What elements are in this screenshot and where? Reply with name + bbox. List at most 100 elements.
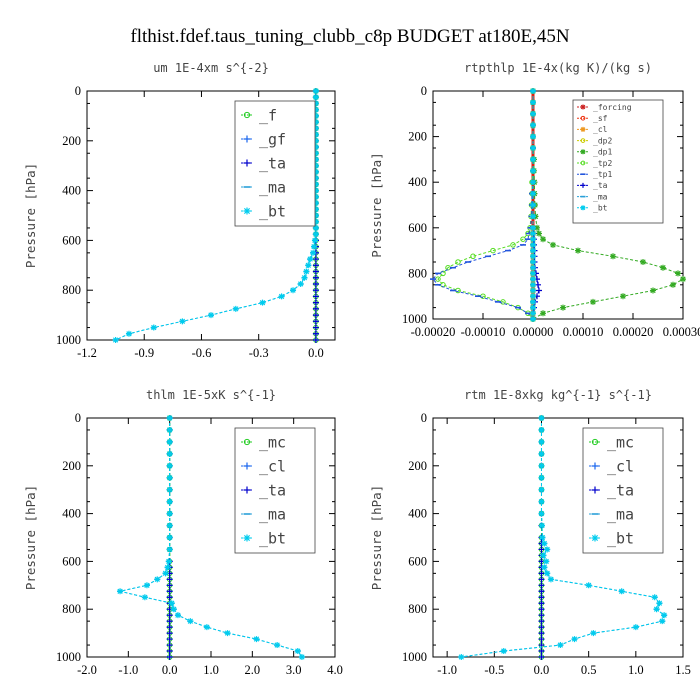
data-point: [530, 179, 536, 186]
data-point: [166, 415, 173, 421]
data-point: [530, 247, 536, 254]
data-point: [312, 231, 319, 238]
y-tick-label: 200: [408, 130, 427, 144]
data-point: [530, 230, 536, 237]
data-point: [312, 280, 319, 287]
data-point: [232, 305, 239, 312]
x-tick-label: -2.0: [77, 663, 97, 677]
legend-marker: [580, 126, 586, 132]
data-point: [538, 415, 545, 421]
series-tp2: [435, 88, 536, 322]
data-point: [166, 654, 173, 660]
data-point: [312, 312, 319, 319]
data-point: [166, 594, 173, 601]
legend-label: _ma: [259, 178, 286, 196]
data-point: [538, 606, 545, 613]
data-point: [530, 110, 536, 117]
data-point: [143, 582, 150, 589]
legend-marker: [580, 138, 586, 143]
panel-title: thlm 1E-5xK s^{-1}: [146, 388, 276, 402]
legend-label: _bt: [259, 529, 286, 547]
x-tick-label: 0.00020: [613, 325, 654, 339]
data-point: [539, 534, 546, 541]
data-point: [312, 125, 319, 132]
data-point: [166, 438, 173, 445]
data-point: [538, 648, 545, 655]
data-point: [680, 276, 686, 283]
legend-label: _ma: [607, 505, 634, 523]
data-point: [530, 304, 536, 311]
data-point: [312, 324, 319, 331]
legend-marker: [591, 486, 599, 494]
x-tick-label: 0.5: [581, 663, 597, 677]
legend-label: _sf: [593, 114, 608, 123]
y-tick-label: 600: [62, 554, 81, 568]
panel-title: rtm 1E-8xkg kg^{-1} s^{-1}: [464, 388, 652, 402]
data-point: [312, 168, 319, 175]
data-point: [278, 293, 285, 300]
x-tick-label: 0.00030: [663, 325, 700, 339]
series-bt: [112, 88, 319, 343]
data-point: [530, 276, 536, 283]
legend-label: _gf: [259, 130, 286, 148]
data-point: [543, 558, 550, 565]
legend-label: _dp2: [593, 136, 612, 145]
data-point: [650, 287, 656, 294]
data-point: [530, 298, 536, 305]
panel-title: um 1E-4xm s^{-2}: [153, 61, 269, 75]
data-point: [530, 202, 536, 208]
data-point: [312, 150, 319, 157]
data-point: [538, 600, 545, 607]
data-point: [541, 564, 548, 571]
data-point: [290, 287, 297, 294]
data-point: [166, 510, 173, 517]
y-tick-label: 400: [408, 175, 427, 189]
y-tick-label: 400: [62, 507, 81, 521]
data-point: [530, 190, 536, 197]
data-point: [538, 486, 545, 493]
data-point: [541, 540, 548, 547]
data-point: [530, 156, 536, 163]
data-point: [312, 119, 319, 126]
data-point: [530, 213, 536, 220]
data-point: [166, 618, 173, 625]
legend-marker: [243, 135, 251, 143]
legend: _f _gf _ta _ma _bt: [234, 100, 316, 227]
y-tick-label: 600: [62, 233, 81, 247]
data-point: [544, 546, 551, 553]
data-point: [312, 144, 319, 151]
data-point: [618, 588, 625, 595]
data-point: [166, 624, 173, 631]
legend-marker: [580, 160, 586, 166]
data-point: [651, 594, 658, 601]
data-point: [538, 612, 545, 619]
data-point: [312, 212, 319, 219]
data-point: [538, 522, 545, 529]
data-point: [530, 88, 536, 94]
x-tick-label: -1.2: [77, 346, 97, 360]
data-point: [557, 642, 564, 649]
data-point: [312, 262, 319, 269]
data-point: [274, 642, 281, 649]
data-point: [530, 122, 536, 129]
x-tick-label: -0.00010: [461, 325, 506, 339]
data-point: [660, 264, 666, 271]
data-point: [538, 582, 545, 589]
data-point: [312, 206, 319, 213]
data-point: [538, 474, 545, 481]
y-tick-label: 800: [62, 283, 81, 297]
data-point: [312, 337, 319, 343]
data-point: [166, 612, 173, 619]
data-point: [312, 193, 319, 200]
legend-label: _cl: [607, 457, 634, 475]
data-point: [530, 236, 536, 243]
data-point: [179, 318, 186, 325]
data-point: [312, 293, 319, 300]
data-point: [150, 324, 157, 331]
data-point: [187, 618, 194, 625]
data-point: [538, 510, 545, 517]
data-point: [540, 310, 546, 317]
x-tick-label: -1.0: [437, 663, 457, 677]
data-point: [538, 462, 545, 469]
legend: _mc _cl _ta _ma _bt: [582, 427, 664, 554]
